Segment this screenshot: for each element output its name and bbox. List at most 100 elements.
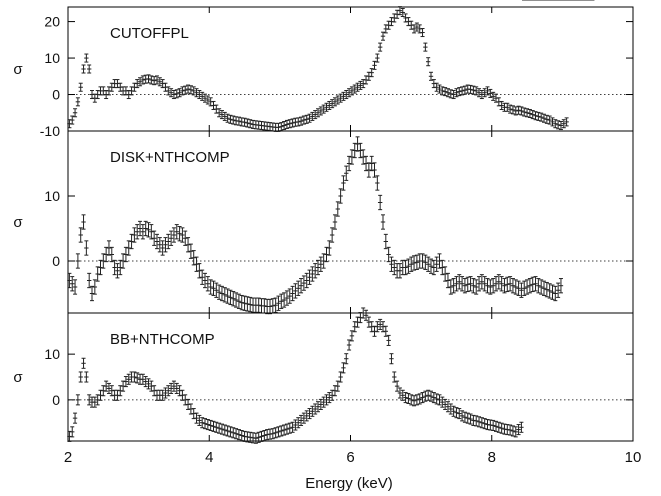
data-point (72, 279, 78, 295)
data-point (92, 279, 98, 295)
data-point (75, 253, 81, 269)
data-point (219, 110, 225, 120)
data-point (219, 285, 225, 302)
data-point (377, 42, 383, 52)
data-point (296, 417, 301, 429)
data-point (242, 117, 247, 127)
data-point (219, 423, 225, 435)
data-point (231, 427, 236, 439)
data-point (338, 93, 343, 103)
data-point (476, 416, 482, 428)
data-point (188, 85, 194, 95)
data-point (479, 274, 485, 290)
data-point (533, 111, 538, 121)
data-point (180, 227, 185, 243)
data-point (95, 266, 100, 282)
data-point (555, 282, 561, 298)
data-point (318, 256, 324, 272)
data-point (400, 7, 405, 17)
data-point (335, 95, 340, 105)
data-point (135, 79, 140, 89)
data-point (301, 275, 307, 291)
data-point (369, 68, 374, 78)
panel-2: 10 0 σ DISK+NTHCOMP (13, 0, 634, 315)
data-point (420, 28, 425, 38)
data-point (287, 288, 292, 304)
data-point (197, 90, 202, 100)
data-point (358, 80, 363, 90)
data-point (366, 162, 372, 178)
data-point (522, 107, 527, 117)
data-point (214, 421, 219, 433)
data-point (349, 330, 355, 342)
data-point (185, 84, 191, 94)
data-point (208, 279, 213, 295)
data-point (149, 224, 154, 240)
data-point (231, 291, 236, 307)
data-point (239, 429, 244, 442)
data-point (126, 373, 131, 385)
data-point (490, 278, 496, 294)
data-point (248, 119, 253, 129)
data-point (231, 115, 236, 125)
data-point (346, 88, 352, 98)
data-point (490, 419, 496, 431)
data-point (106, 382, 112, 394)
data-point (281, 424, 287, 436)
data-point (431, 259, 437, 276)
data-point (281, 121, 287, 131)
data-point (442, 398, 448, 410)
data-point (115, 263, 120, 279)
data-point (168, 88, 174, 98)
data-point (457, 87, 462, 97)
data-point (442, 266, 448, 282)
panel-label: DISK+NTHCOMP (110, 149, 230, 166)
data-point (84, 53, 89, 63)
data-point (386, 334, 391, 346)
data-point (493, 93, 499, 103)
data-point (183, 230, 188, 246)
data-point (417, 24, 422, 34)
data-point (468, 413, 473, 425)
data-point (377, 194, 383, 211)
data-point (344, 353, 349, 365)
data-point (380, 214, 386, 230)
data-point (191, 250, 196, 266)
data-point (245, 118, 250, 128)
data-point (191, 86, 196, 96)
data-point (166, 385, 171, 397)
data-point (202, 272, 208, 289)
data-point (471, 278, 476, 294)
data-point (233, 292, 239, 308)
data-point (84, 240, 89, 256)
data-point (324, 102, 329, 112)
y-tick-label: 0 (52, 253, 60, 269)
data-point (199, 269, 205, 285)
data-point (341, 362, 346, 374)
data-point (499, 100, 504, 110)
data-point (222, 287, 227, 303)
data-point (312, 263, 318, 279)
data-point (335, 380, 340, 392)
data-point (70, 426, 75, 438)
data-point (312, 403, 318, 415)
data-point (510, 425, 516, 437)
data-point (180, 86, 185, 96)
data-point (462, 411, 468, 423)
data-point (372, 162, 377, 178)
y-tick-label: 10 (44, 188, 60, 204)
data-point (166, 233, 171, 250)
data-point (216, 422, 222, 434)
data-point (327, 240, 332, 256)
data-point (296, 117, 301, 127)
data-point (129, 233, 134, 250)
data-point (332, 97, 338, 107)
data-point (457, 408, 462, 420)
data-point (550, 284, 555, 300)
panel-3: 10 0 σ BB+NTHCOMP (13, 0, 634, 444)
data-point (406, 392, 411, 405)
data-point (202, 418, 208, 430)
data-point (256, 431, 261, 443)
data-point (335, 201, 340, 217)
data-point (457, 274, 462, 290)
